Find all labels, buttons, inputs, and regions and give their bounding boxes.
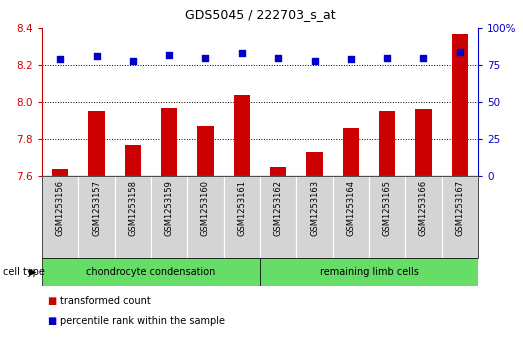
Point	[56, 56, 64, 62]
Bar	[52, 168, 69, 176]
Bar	[369, 176, 405, 258]
Text: percentile rank within the sample: percentile rank within the sample	[60, 316, 225, 326]
Text: GDS5045 / 222703_s_at: GDS5045 / 222703_s_at	[185, 8, 335, 21]
Point	[383, 55, 391, 61]
Text: remaining limb cells: remaining limb cells	[320, 267, 418, 277]
Bar	[115, 176, 151, 258]
Bar	[260, 258, 478, 286]
Point	[237, 50, 246, 56]
Text: GSM1253160: GSM1253160	[201, 180, 210, 236]
Bar	[42, 258, 260, 286]
Point	[456, 49, 464, 54]
Point	[274, 55, 282, 61]
Bar	[88, 111, 105, 176]
Text: ■: ■	[47, 296, 56, 306]
Point	[201, 55, 210, 61]
Point	[93, 53, 101, 59]
Text: GSM1253165: GSM1253165	[383, 180, 392, 236]
Point	[419, 55, 428, 61]
Bar	[270, 167, 286, 176]
Bar	[234, 95, 250, 176]
Bar	[415, 109, 431, 176]
Text: GSM1253162: GSM1253162	[274, 180, 282, 236]
Point	[347, 56, 355, 62]
Text: GSM1253166: GSM1253166	[419, 180, 428, 236]
Bar	[441, 176, 478, 258]
Bar	[452, 33, 468, 176]
Point	[165, 52, 173, 58]
Text: GSM1253157: GSM1253157	[92, 180, 101, 236]
Bar	[260, 176, 297, 258]
Text: transformed count: transformed count	[60, 296, 151, 306]
Bar	[306, 152, 323, 176]
Text: GSM1253164: GSM1253164	[346, 180, 355, 236]
Bar	[78, 176, 115, 258]
Text: ▶: ▶	[29, 267, 37, 277]
Bar	[187, 176, 224, 258]
Text: ■: ■	[47, 316, 56, 326]
Text: GSM1253167: GSM1253167	[456, 180, 464, 236]
Text: GSM1253159: GSM1253159	[165, 180, 174, 236]
Bar	[42, 176, 78, 258]
Point	[129, 58, 137, 64]
Bar	[297, 176, 333, 258]
Text: cell type: cell type	[3, 267, 44, 277]
Text: GSM1253161: GSM1253161	[237, 180, 246, 236]
Bar	[161, 107, 177, 176]
Bar	[151, 176, 187, 258]
Bar	[379, 111, 395, 176]
Bar	[197, 126, 214, 176]
Text: chondrocyte condensation: chondrocyte condensation	[86, 267, 215, 277]
Bar	[343, 128, 359, 176]
Text: GSM1253158: GSM1253158	[128, 180, 138, 236]
Bar	[124, 144, 141, 176]
Text: GSM1253156: GSM1253156	[55, 180, 65, 236]
Bar	[224, 176, 260, 258]
Bar	[405, 176, 441, 258]
Point	[310, 58, 319, 64]
Text: GSM1253163: GSM1253163	[310, 180, 319, 236]
Bar	[333, 176, 369, 258]
